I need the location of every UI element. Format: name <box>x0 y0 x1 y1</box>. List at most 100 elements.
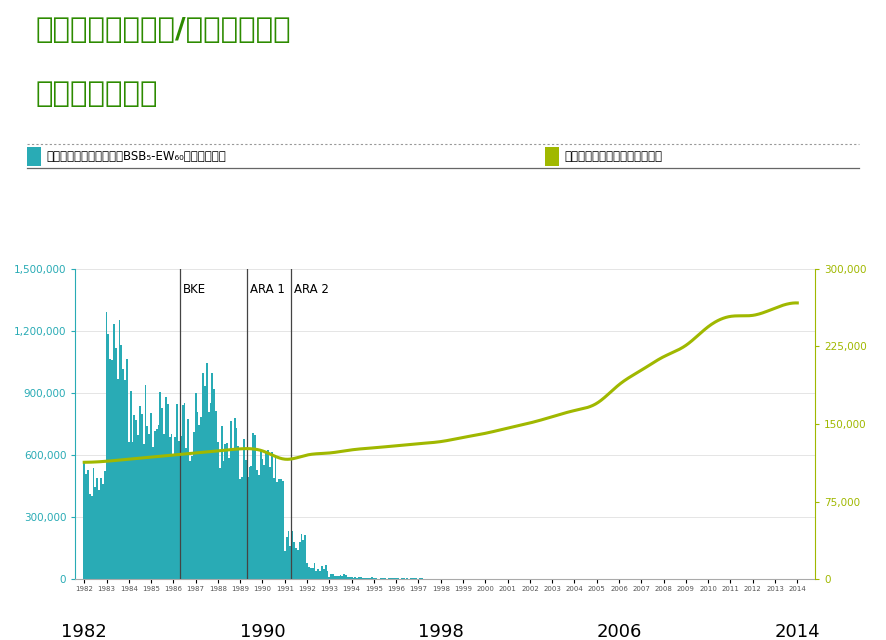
Bar <box>346 575 347 579</box>
Bar <box>545 147 559 166</box>
Bar <box>87 470 89 579</box>
Text: ARA 2: ARA 2 <box>294 284 329 296</box>
Bar <box>102 484 104 579</box>
Bar <box>338 576 339 579</box>
Bar <box>243 439 245 579</box>
Bar <box>159 392 161 579</box>
Bar <box>366 578 368 579</box>
Bar <box>217 442 219 579</box>
Text: 2014: 2014 <box>774 623 820 640</box>
Bar <box>89 494 90 579</box>
Bar <box>152 447 154 579</box>
Bar <box>247 477 248 579</box>
Bar <box>182 405 183 579</box>
Bar <box>163 434 165 579</box>
Bar <box>232 449 234 579</box>
Bar <box>27 147 41 166</box>
Bar <box>245 460 246 579</box>
Bar <box>215 412 217 579</box>
Bar <box>98 490 100 579</box>
Bar <box>200 417 202 579</box>
Bar <box>161 408 163 579</box>
Bar <box>202 373 204 579</box>
Bar <box>392 578 393 579</box>
Bar <box>112 360 113 579</box>
Bar <box>93 468 95 579</box>
Bar <box>276 482 278 579</box>
Bar <box>198 425 200 579</box>
Bar <box>291 531 293 579</box>
Bar <box>168 437 170 579</box>
Bar <box>107 333 109 579</box>
Bar <box>167 404 168 579</box>
Bar <box>321 566 323 579</box>
Bar <box>214 389 215 579</box>
Bar <box>126 359 128 579</box>
Bar <box>369 578 371 579</box>
Bar <box>336 576 338 579</box>
Bar <box>364 578 366 579</box>
Bar <box>356 578 358 579</box>
Bar <box>221 426 222 579</box>
Bar <box>180 436 182 579</box>
Bar <box>307 563 308 579</box>
Bar <box>334 575 336 579</box>
Bar <box>251 466 253 579</box>
Bar <box>191 456 193 579</box>
Bar <box>385 578 386 579</box>
Bar <box>254 435 256 579</box>
Bar <box>97 478 98 579</box>
Bar <box>314 563 315 579</box>
Bar <box>183 403 185 579</box>
Bar <box>206 364 207 579</box>
Bar <box>158 426 159 579</box>
Bar <box>165 397 167 579</box>
Bar <box>286 538 288 579</box>
Bar <box>137 435 139 579</box>
Bar <box>351 577 353 579</box>
Bar <box>134 415 136 579</box>
Bar <box>371 577 373 579</box>
Text: 年間繊維生産量（単位：トン）: 年間繊維生産量（単位：トン） <box>564 150 663 163</box>
Bar <box>122 369 124 579</box>
Bar <box>234 418 236 579</box>
Bar <box>327 571 329 579</box>
Bar <box>312 568 314 579</box>
Bar <box>185 448 187 579</box>
Bar <box>293 541 295 579</box>
Bar <box>136 420 137 579</box>
Bar <box>151 413 152 579</box>
Bar <box>139 406 141 579</box>
Bar <box>117 379 119 579</box>
Bar <box>299 541 300 579</box>
Bar <box>347 577 349 579</box>
Bar <box>261 459 263 579</box>
Bar <box>308 567 310 579</box>
Text: 1990: 1990 <box>240 623 285 640</box>
Bar <box>358 577 360 579</box>
Text: BKE: BKE <box>183 284 206 296</box>
Bar <box>349 577 351 579</box>
Bar <box>341 576 343 579</box>
Bar <box>304 535 306 579</box>
Bar <box>230 420 232 579</box>
Text: ARA 1: ARA 1 <box>250 284 284 296</box>
Bar <box>212 372 214 579</box>
Bar <box>373 578 375 579</box>
Bar <box>146 426 148 579</box>
Bar <box>173 456 175 579</box>
Text: 1998: 1998 <box>418 623 463 640</box>
Bar <box>263 465 265 579</box>
Bar <box>269 467 271 579</box>
Bar <box>229 458 230 579</box>
Bar <box>100 478 102 579</box>
Bar <box>95 487 97 579</box>
Text: 廃水排出量の動向/生産量の動向: 廃水排出量の動向/生産量の動向 <box>35 16 291 44</box>
Bar <box>204 386 206 579</box>
Bar <box>260 451 261 579</box>
Bar <box>290 545 291 579</box>
Bar <box>280 479 282 579</box>
Bar <box>190 461 191 579</box>
Bar <box>353 577 354 579</box>
Bar <box>256 470 258 579</box>
